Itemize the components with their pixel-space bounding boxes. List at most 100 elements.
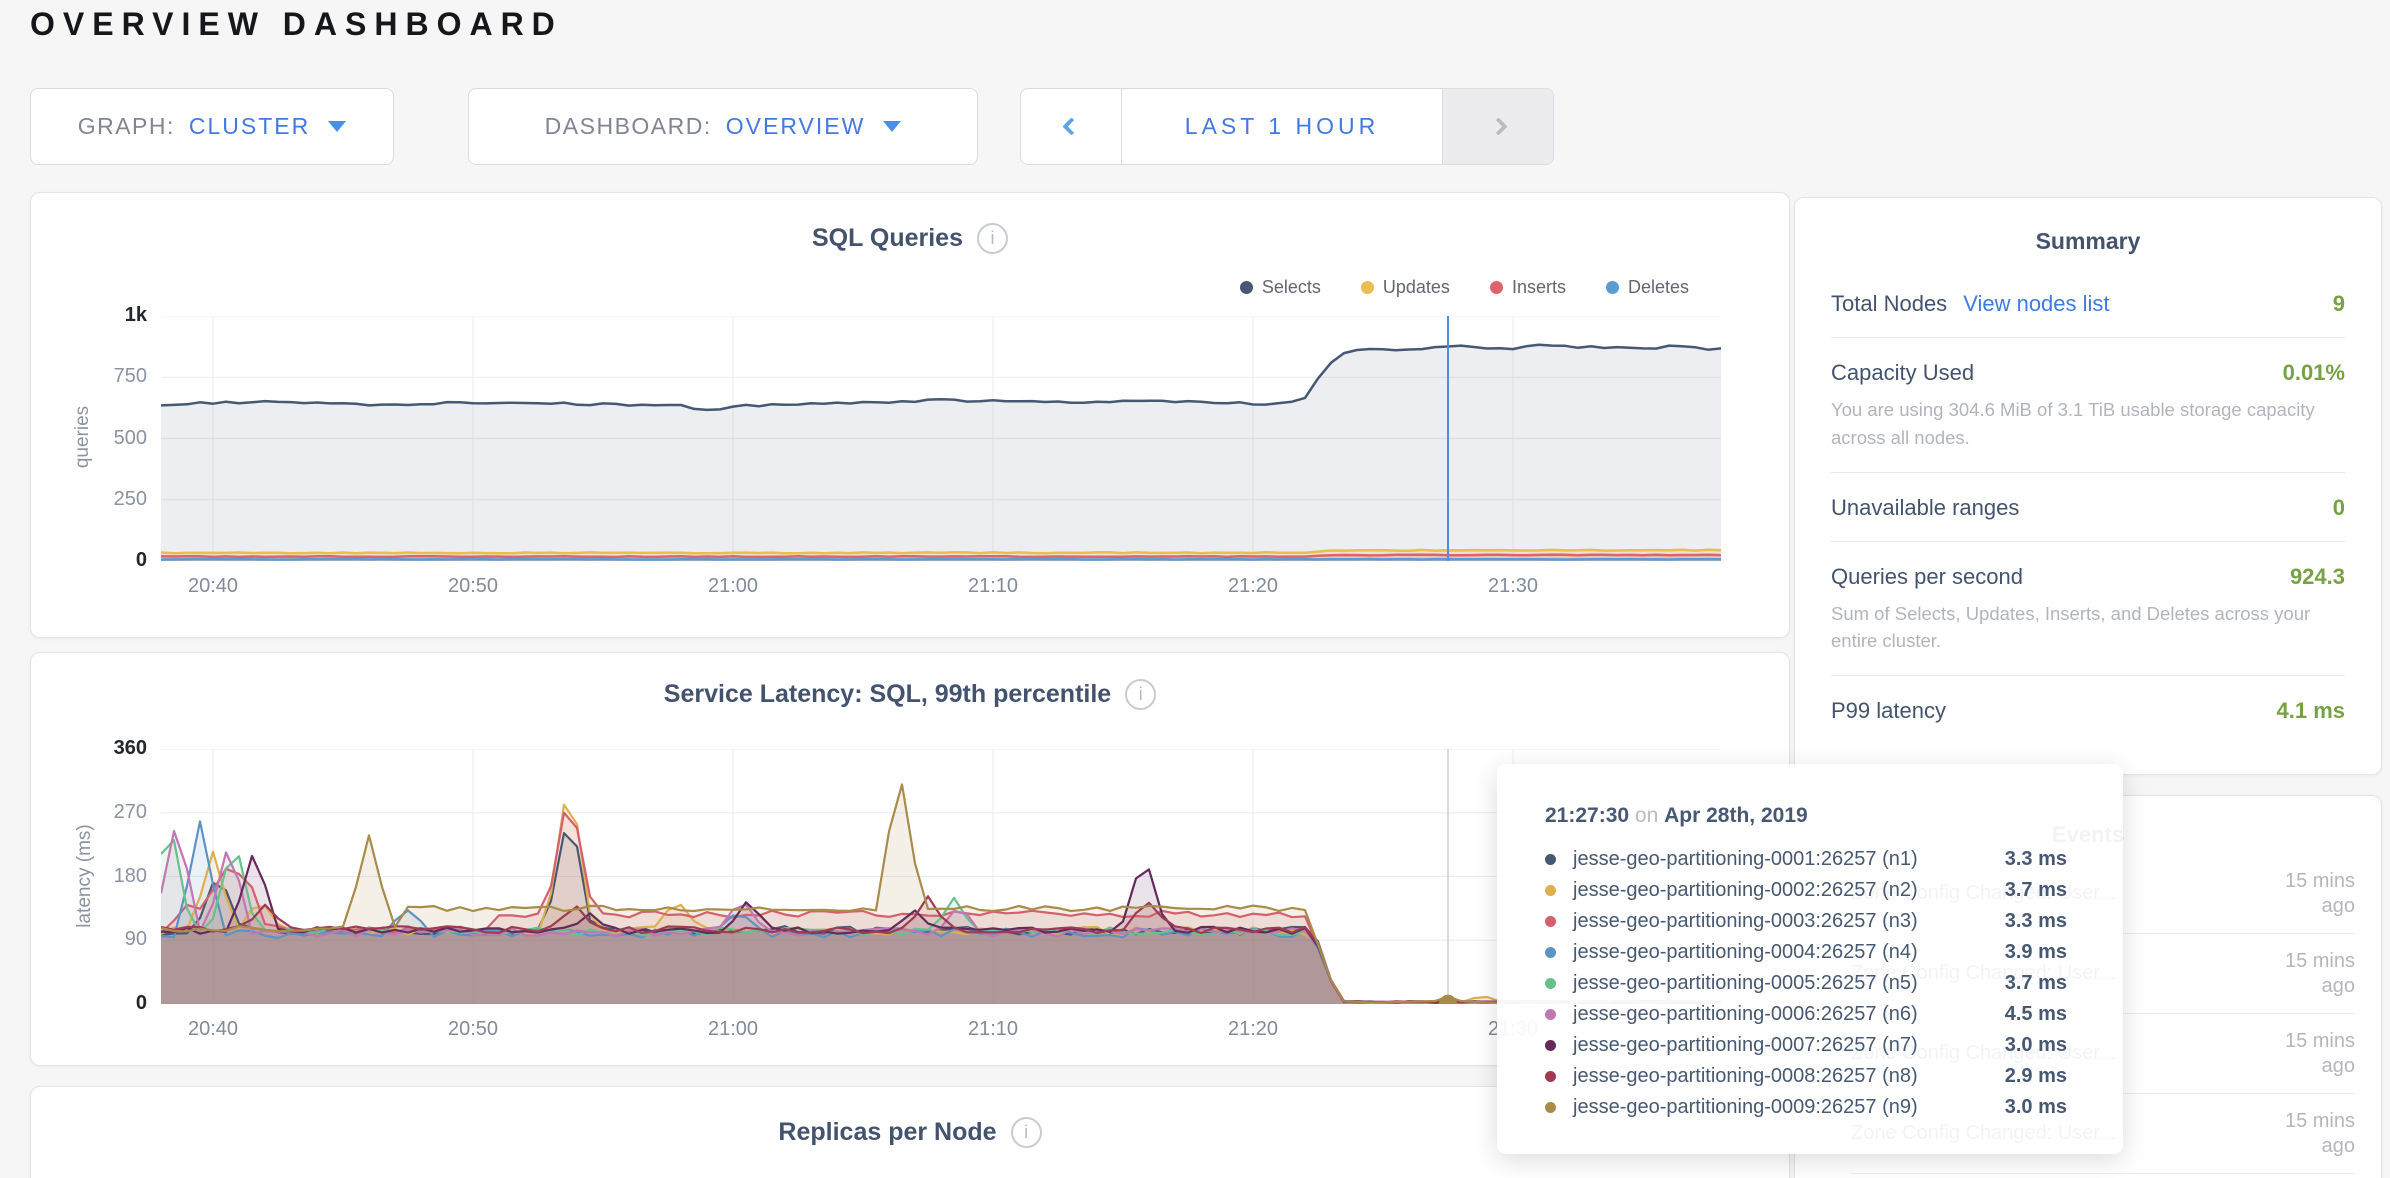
legend-item-updates[interactable]: Updates: [1360, 277, 1450, 298]
legend-item-selects[interactable]: Selects: [1239, 277, 1321, 298]
series-line: [160, 343, 1722, 412]
series-dot-icon: [1545, 947, 1556, 958]
sql-queries-chart[interactable]: [160, 315, 1722, 562]
series-dot-icon: [1545, 1040, 1556, 1051]
chevron-down-icon: [328, 121, 347, 132]
tooltip-row: jesse-geo-partitioning-0006:26257 (n6) 4.…: [1545, 999, 2123, 1030]
sql-queries-panel: SQL Queries Selects Updates Inserts Deletes…: [30, 192, 1790, 638]
legend-dot-icon: [1360, 281, 1374, 294]
tooltip-node-name: jesse-geo-partitioning-0003:26257 (n3): [1573, 910, 1918, 932]
series-dot-icon: [1545, 1102, 1556, 1113]
y-axis-tick: 500: [113, 426, 147, 449]
dashboard-dropdown-label: DASHBOARD:: [544, 113, 712, 139]
summary-row: Queries per second 924.3 Sum of Selects, U…: [1831, 542, 2345, 676]
tooltip-node-name: jesse-geo-partitioning-0002:26257 (n2): [1573, 879, 1918, 901]
tooltip-row: jesse-geo-partitioning-0008:26257 (n8) 2.…: [1545, 1061, 2123, 1092]
hover-point-dot: [1439, 994, 1457, 1013]
tooltip-node-name: jesse-geo-partitioning-0005:26257 (n5): [1573, 972, 1918, 994]
summary-row: P99 latency 4.1 ms: [1831, 676, 2345, 744]
summary-row-label: Queries per second: [1831, 563, 2023, 589]
summary-nodes-list-link[interactable]: View nodes list: [1963, 291, 2110, 316]
tooltip-latency-value: 3.3 ms: [2004, 848, 2067, 870]
time-range-next-button[interactable]: [1443, 89, 1553, 164]
x-axis-tick: 20:40: [187, 1018, 239, 1040]
x-axis-tick: 21:00: [707, 575, 759, 597]
tooltip-latency-value: 3.7 ms: [2004, 879, 2067, 901]
summary-row: Total Nodes View nodes list 9: [1831, 269, 2345, 338]
controls-bar: GRAPH: CLUSTER DASHBOARD: OVERVIEW LAST …: [30, 88, 1630, 166]
tooltip-node-name: jesse-geo-partitioning-0001:26257 (n1): [1573, 848, 1918, 870]
summary-row-value: 4.1 ms: [2276, 698, 2346, 723]
summary-row-value: 9: [2332, 291, 2345, 316]
series-dot-icon: [1545, 854, 1556, 865]
series-line: [160, 548, 1722, 555]
graph-dropdown[interactable]: GRAPH: CLUSTER: [30, 88, 394, 165]
summary-title: Summary: [2035, 228, 2141, 254]
tooltip-latency-value: 3.7 ms: [2004, 972, 2067, 994]
y-axis-tick: 1k: [124, 304, 147, 326]
y-axis-tick: 90: [124, 928, 147, 951]
summary-row-label: Total Nodes: [1831, 291, 1948, 316]
tooltip-latency-value: 3.9 ms: [2004, 941, 2067, 963]
summary-row-main: Queries per second 924.3: [1831, 564, 2345, 590]
series-dot-icon: [1545, 978, 1556, 989]
chevron-down-icon: [883, 121, 902, 132]
legend-dot-icon: [1489, 281, 1503, 294]
tooltip-latency-value: 2.9 ms: [2004, 1065, 2067, 1087]
series-dot-icon: [1545, 1071, 1556, 1082]
tooltip-row: jesse-geo-partitioning-0003:26257 (n3) 3.…: [1545, 906, 2123, 937]
summary-rows: Total Nodes View nodes list 9 Capacity Used…: [1795, 255, 2381, 744]
graph-dropdown-value: CLUSTER: [188, 113, 311, 139]
time-range-value[interactable]: LAST 1 HOUR: [1121, 89, 1443, 164]
page-title: OVERVIEW DASHBOARD: [30, 6, 563, 42]
legend-item-label: Inserts: [1511, 277, 1566, 297]
series-line: [160, 553, 1722, 559]
time-range-selector: LAST 1 HOUR: [1020, 88, 1554, 165]
chevron-left-icon: [1061, 117, 1081, 136]
series-dot-icon: [1545, 916, 1556, 927]
summary-row-value: 0: [2332, 494, 2345, 520]
service-latency-title: Service Latency: SQL, 99th percentile: [663, 680, 1112, 708]
dashboard-dropdown[interactable]: DASHBOARD: OVERVIEW: [468, 88, 978, 165]
event-time: 15 mins ago: [2284, 1109, 2355, 1157]
legend-dot-icon: [1239, 281, 1253, 294]
sql-queries-title: SQL Queries: [812, 224, 963, 252]
tooltip-rows: jesse-geo-partitioning-0001:26257 (n1) 3.…: [1545, 844, 2123, 1123]
legend-item-deletes[interactable]: Deletes: [1605, 277, 1689, 298]
tooltip-row: jesse-geo-partitioning-0002:26257 (n2) 3.…: [1545, 875, 2123, 906]
info-icon[interactable]: [1125, 679, 1157, 710]
legend-dot-icon: [1605, 281, 1619, 294]
replicas-per-node-panel: Replicas per Node: [30, 1086, 1790, 1178]
x-axis-tick: 21:30: [1487, 575, 1539, 597]
tooltip-row: jesse-geo-partitioning-0001:26257 (n1) 3.…: [1545, 844, 2123, 875]
legend-item-label: Deletes: [1627, 277, 1689, 297]
tooltip-row: jesse-geo-partitioning-0004:26257 (n4) 3.…: [1545, 937, 2123, 968]
y-axis-tick: 0: [135, 549, 147, 571]
x-axis-tick: 21:20: [1227, 1018, 1279, 1040]
summary-row-description: You are using 304.6 MiB of 3.1 TiB usabl…: [1831, 399, 2315, 448]
event-time: 15 mins ago: [2284, 869, 2355, 917]
tooltip-row: jesse-geo-partitioning-0005:26257 (n5) 3.…: [1545, 968, 2123, 999]
info-icon[interactable]: [1010, 1117, 1042, 1148]
y-axis-tick: 750: [113, 365, 147, 388]
x-axis-tick: 21:10: [967, 1018, 1019, 1040]
chevron-right-icon: [1488, 117, 1508, 136]
service-latency-chart[interactable]: [159, 748, 1722, 1013]
chart-hover-tooltip: 21:27:30 on Apr 28th, 2019 jesse-geo-par…: [1497, 764, 2123, 1154]
legend-item-inserts[interactable]: Inserts: [1489, 277, 1566, 298]
event-time: 15 mins ago: [2284, 949, 2355, 997]
summary-row-label: P99 latency: [1831, 698, 1946, 723]
series-dot-icon: [1545, 1009, 1556, 1020]
sql-queries-header: SQL Queries: [31, 193, 1789, 254]
info-icon[interactable]: [977, 223, 1008, 254]
event-time: 15 mins ago: [2284, 1029, 2355, 1077]
tooltip-on: on: [1634, 804, 1659, 827]
summary-row-label: Unavailable ranges: [1831, 494, 2020, 520]
time-range-prev-button[interactable]: [1021, 89, 1121, 164]
tooltip-timestamp: 21:27:30 on Apr 28th, 2019: [1545, 804, 2123, 828]
summary-row-value: 924.3: [2289, 563, 2345, 589]
tooltip-latency-value: 4.5 ms: [2004, 1003, 2067, 1025]
x-axis-tick: 20:50: [447, 575, 499, 597]
legend-item-label: Selects: [1261, 277, 1321, 297]
